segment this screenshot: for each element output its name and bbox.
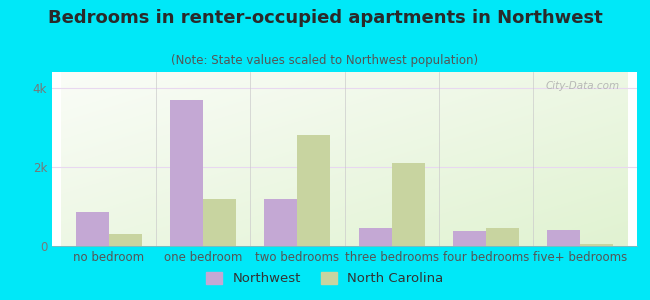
Bar bbox=[265, 199, 297, 246]
Bar bbox=[203, 199, 236, 246]
Text: City-Data.com: City-Data.com bbox=[545, 81, 619, 91]
Bar bbox=[109, 234, 142, 246]
Bar bbox=[547, 230, 580, 246]
Bar bbox=[297, 135, 330, 246]
Text: (Note: State values scaled to Northwest population): (Note: State values scaled to Northwest … bbox=[172, 54, 478, 67]
Legend: Northwest, North Carolina: Northwest, North Carolina bbox=[201, 266, 449, 290]
Bar bbox=[359, 228, 392, 246]
Bar bbox=[170, 100, 203, 246]
Text: Bedrooms in renter-occupied apartments in Northwest: Bedrooms in renter-occupied apartments i… bbox=[47, 9, 603, 27]
Bar bbox=[453, 231, 486, 246]
Bar bbox=[580, 244, 614, 246]
Bar bbox=[486, 228, 519, 246]
Bar bbox=[75, 212, 109, 246]
Bar bbox=[392, 163, 424, 246]
